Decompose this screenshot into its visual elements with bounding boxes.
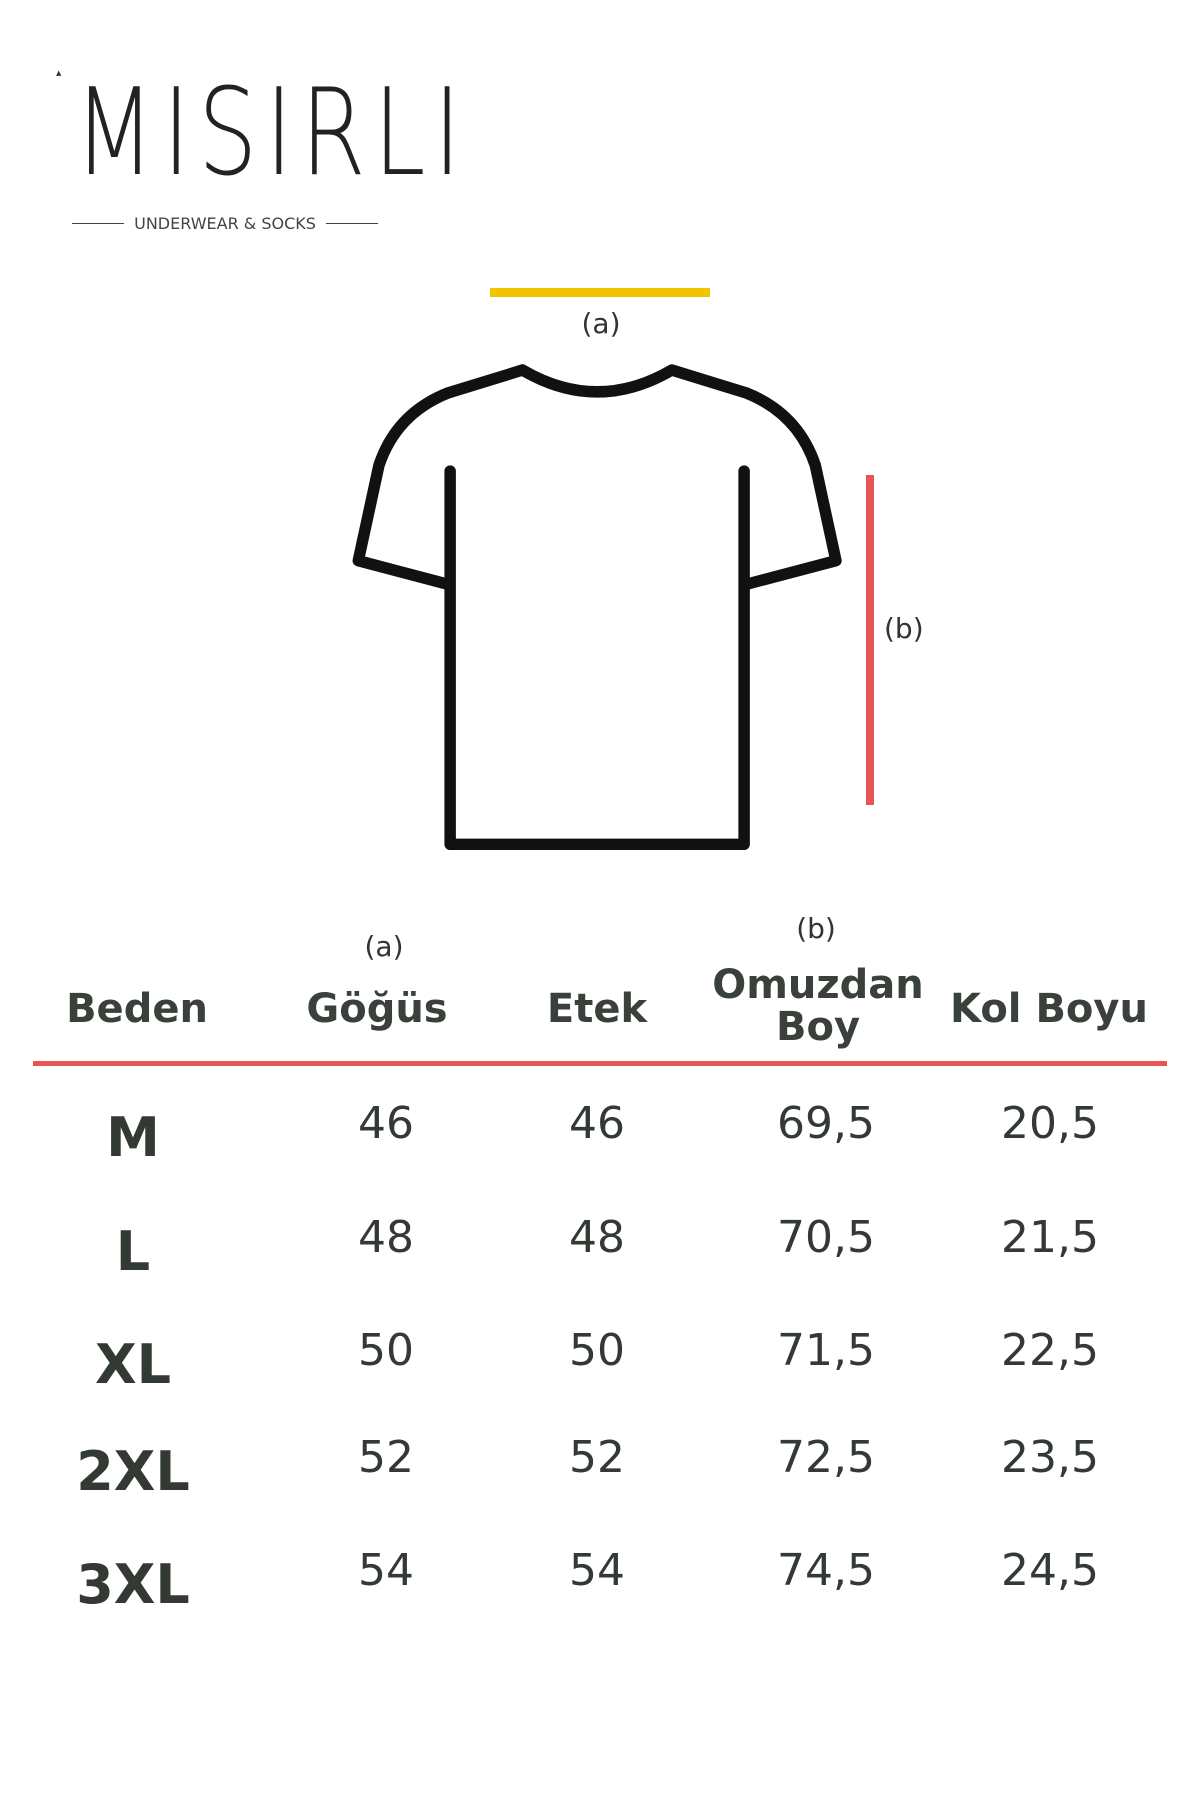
header-hem: Etek xyxy=(546,986,648,1032)
table-cell: 72,5 xyxy=(777,1432,875,1483)
table-cell: 48 xyxy=(358,1212,414,1263)
table-cell: 23,5 xyxy=(1001,1432,1099,1483)
measure-label-a: (a) xyxy=(581,307,621,340)
measure-bar-b xyxy=(866,475,874,805)
table-cell: 71,5 xyxy=(777,1325,875,1376)
table-cell: 50 xyxy=(569,1325,625,1376)
table-cell: 20,5 xyxy=(1001,1098,1099,1149)
table-cell: 46 xyxy=(569,1098,625,1149)
brand-logo: MISIRLI xyxy=(74,64,469,203)
table-cell: 54 xyxy=(358,1545,414,1596)
size-label: M xyxy=(106,1106,160,1169)
header-length: Omuzdan Boy xyxy=(712,962,924,1050)
logo-triangle-icon: ▲ xyxy=(56,69,62,77)
table-cell: 48 xyxy=(569,1212,625,1263)
size-label: 2XL xyxy=(76,1440,190,1503)
size-label: XL xyxy=(94,1333,172,1396)
table-cell: 74,5 xyxy=(777,1545,875,1596)
table-cell: 24,5 xyxy=(1001,1545,1099,1596)
table-cell: 50 xyxy=(358,1325,414,1376)
table-cell: 54 xyxy=(569,1545,625,1596)
measure-bar-a xyxy=(490,288,710,297)
header-size: Beden xyxy=(66,986,208,1032)
size-label: 3XL xyxy=(76,1553,190,1616)
table-cell: 22,5 xyxy=(1001,1325,1099,1376)
table-cell: 21,5 xyxy=(1001,1212,1099,1263)
size-label: L xyxy=(115,1220,151,1283)
header-note-chest: (a) xyxy=(364,930,404,963)
table-cell: 52 xyxy=(569,1432,625,1483)
header-note-length: (b) xyxy=(796,912,836,945)
header-divider xyxy=(33,1061,1167,1066)
table-cell: 70,5 xyxy=(777,1212,875,1263)
measure-label-b: (b) xyxy=(884,612,924,645)
table-cell: 46 xyxy=(358,1098,414,1149)
table-cell: 69,5 xyxy=(777,1098,875,1149)
header-chest: Göğüs xyxy=(306,986,448,1032)
table-cell: 52 xyxy=(358,1432,414,1483)
brand-tagline: UNDERWEAR & SOCKS xyxy=(72,214,379,233)
header-sleeve: Kol Boyu xyxy=(950,986,1148,1032)
